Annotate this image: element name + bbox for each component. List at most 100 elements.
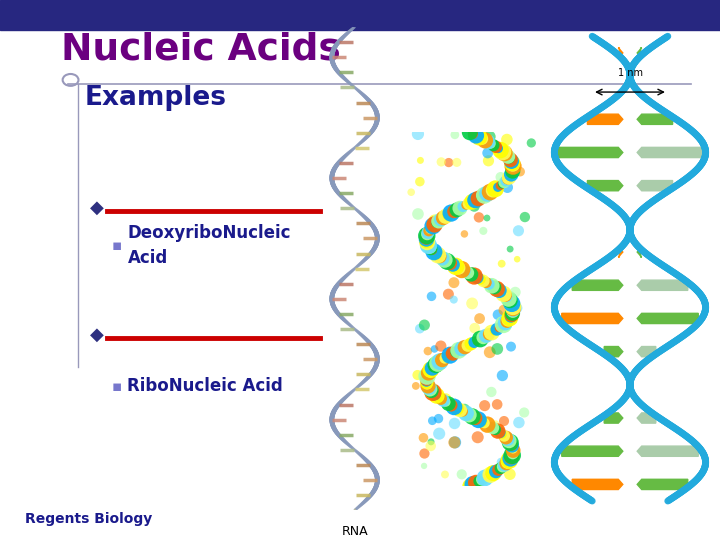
Point (421, 230, 433, 238)
Point (485, 188, 496, 197)
Point (480, 332, 492, 340)
Point (414, 177, 426, 186)
Point (473, 194, 485, 203)
Point (477, 134, 488, 143)
Point (464, 482, 476, 490)
Point (423, 383, 435, 392)
Point (482, 472, 494, 481)
Point (469, 272, 480, 280)
FancyArrow shape (572, 480, 623, 490)
Point (433, 414, 444, 423)
Point (485, 139, 496, 148)
Point (506, 168, 518, 177)
Point (435, 394, 446, 403)
FancyArrow shape (637, 247, 642, 257)
Point (456, 265, 467, 274)
Point (491, 325, 503, 334)
Point (495, 428, 506, 437)
Point (506, 159, 518, 167)
Point (492, 310, 504, 319)
Point (497, 147, 508, 156)
Point (495, 181, 506, 190)
Point (469, 338, 480, 347)
Point (451, 158, 462, 167)
Point (485, 422, 496, 430)
FancyArrow shape (637, 280, 688, 291)
Point (425, 366, 436, 374)
Point (503, 294, 514, 303)
FancyArrow shape (572, 280, 623, 291)
Point (453, 264, 464, 272)
Point (465, 340, 477, 348)
Point (429, 390, 441, 399)
Point (482, 190, 493, 198)
Point (436, 254, 448, 262)
FancyArrow shape (637, 180, 672, 191)
Point (491, 285, 503, 293)
Point (426, 246, 438, 254)
Point (492, 144, 504, 153)
Point (425, 442, 436, 450)
Point (472, 273, 483, 282)
Point (485, 470, 496, 479)
Point (508, 165, 519, 174)
Point (508, 164, 519, 172)
Point (480, 333, 492, 342)
Text: Examples: Examples (85, 85, 227, 111)
Point (454, 406, 466, 414)
Point (426, 416, 438, 425)
Point (511, 255, 523, 264)
Point (420, 234, 432, 243)
Point (513, 226, 524, 235)
Point (467, 198, 478, 206)
Point (486, 328, 498, 337)
Point (495, 322, 507, 330)
Point (473, 213, 485, 222)
Point (483, 280, 495, 288)
Point (505, 441, 516, 449)
Point (500, 151, 512, 159)
Point (510, 288, 521, 296)
Point (487, 141, 499, 150)
Point (418, 462, 430, 470)
Point (427, 388, 438, 397)
Point (501, 317, 513, 326)
Point (477, 475, 488, 484)
Point (421, 372, 433, 381)
Point (474, 314, 485, 323)
Point (460, 201, 472, 210)
Point (490, 425, 501, 434)
Point (497, 430, 508, 438)
Point (477, 333, 489, 342)
Point (443, 399, 454, 408)
Point (490, 467, 502, 476)
Point (426, 223, 437, 232)
FancyArrow shape (637, 413, 656, 423)
Point (498, 417, 510, 426)
FancyArrow shape (588, 180, 623, 191)
Point (449, 438, 461, 447)
Point (495, 288, 507, 296)
Point (422, 382, 433, 390)
Point (424, 242, 436, 251)
Point (505, 438, 516, 447)
Point (508, 444, 519, 453)
Point (487, 423, 498, 432)
Point (440, 212, 451, 221)
Point (422, 228, 433, 237)
Point (479, 191, 490, 200)
FancyArrow shape (604, 347, 623, 357)
Point (486, 281, 498, 290)
Point (482, 148, 493, 157)
FancyArrow shape (637, 313, 698, 323)
Point (473, 415, 485, 424)
FancyArrow shape (637, 480, 688, 490)
Point (412, 370, 423, 379)
Point (473, 477, 485, 485)
Point (469, 324, 480, 333)
Point (467, 299, 478, 308)
Point (481, 214, 492, 222)
Point (484, 190, 495, 198)
Point (473, 133, 485, 141)
Point (498, 178, 510, 187)
